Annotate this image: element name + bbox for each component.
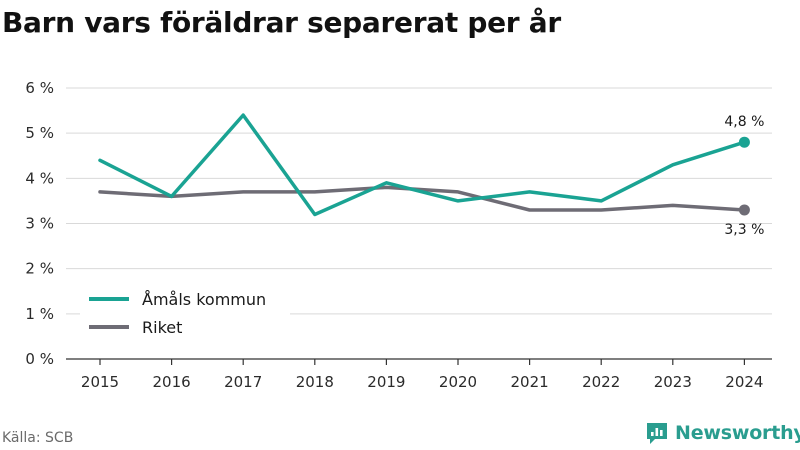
y-tick-label: 1 % — [25, 305, 54, 323]
legend: Åmåls kommun Riket — [80, 286, 290, 346]
x-tick-label: 2015 — [81, 373, 119, 391]
chart-title: Barn vars föräldrar separerat per år — [2, 6, 561, 39]
brand-name: Newsworthy — [675, 422, 800, 444]
x-tick-label: 2023 — [654, 373, 692, 391]
legend-label: Riket — [142, 318, 182, 337]
end-point-marker — [738, 204, 750, 216]
x-tick-label: 2021 — [511, 373, 549, 391]
x-tick-label: 2024 — [725, 373, 763, 391]
y-tick-label: 6 % — [25, 79, 54, 97]
end-point-marker — [738, 136, 750, 148]
x-tick-label: 2022 — [582, 373, 620, 391]
y-tick-label: 5 % — [25, 124, 54, 142]
series-line — [98, 185, 747, 212]
grid-lines — [66, 87, 772, 315]
brand-logo: Newsworthy — [645, 420, 800, 446]
source-note: Källa: SCB — [2, 430, 74, 446]
series-line — [98, 113, 747, 217]
x-tick-label: 2016 — [153, 373, 191, 391]
y-tick-label: 0 % — [25, 350, 54, 368]
end-value-label: 4,8 % — [724, 114, 764, 130]
series-lines: 3,3 % 4,8 % — [98, 113, 764, 238]
newsworthy-logo-icon — [647, 423, 667, 444]
end-value-label: 3,3 % — [724, 222, 764, 238]
x-tick-label: 2017 — [224, 373, 262, 391]
x-tick-label: 2018 — [296, 373, 334, 391]
x-tick-label: 2019 — [367, 373, 405, 391]
y-tick-label: 2 % — [25, 260, 54, 278]
x-axis: 2015 2016 2017 2018 2019 2020 2021 2022 2023 2024 — [66, 358, 772, 391]
y-tick-label: 4 % — [25, 169, 54, 187]
legend-background — [80, 286, 290, 346]
x-tick-label: 2020 — [439, 373, 477, 391]
y-tick-label: 3 % — [25, 215, 54, 233]
legend-label: Åmåls kommun — [142, 290, 266, 309]
y-axis-ticks: 0 % 1 % 2 % 3 % 4 % 5 % 6 % — [25, 79, 54, 368]
